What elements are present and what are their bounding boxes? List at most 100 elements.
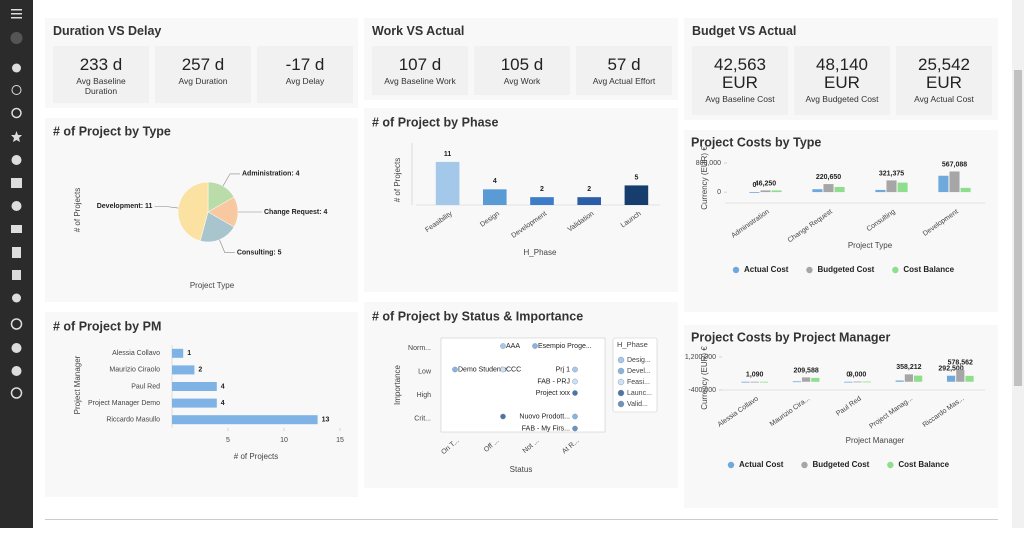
- bar: [946, 375, 956, 382]
- bar: [172, 398, 217, 408]
- data-label: 0: [752, 182, 756, 189]
- scroll-thumb[interactable]: [1014, 70, 1022, 386]
- scatter-point: [572, 366, 578, 373]
- y-tick-label: High: [417, 392, 432, 399]
- x-tick-label: Change Request: [787, 208, 834, 244]
- scatter-point: [572, 378, 578, 385]
- chart-title: Project Costs by Project Manager: [691, 330, 891, 344]
- point-label: FAB - PRJ: [537, 378, 570, 385]
- leader-line: [219, 239, 235, 253]
- pie-slice: [199, 211, 235, 243]
- scatter-point: [500, 366, 506, 373]
- legend-label: Valid...: [627, 401, 648, 408]
- bar: [792, 381, 801, 383]
- kpi: 105 d Avg Work: [474, 46, 570, 95]
- scrollbar[interactable]: [1012, 0, 1024, 528]
- scatter-point: [572, 390, 578, 396]
- x-tick-label: On T...: [440, 438, 460, 457]
- data-label: 358,212: [896, 364, 921, 371]
- bar: [811, 377, 820, 382]
- bar: [886, 180, 897, 193]
- y-tick-label: 0: [717, 189, 721, 196]
- data-label: 1: [187, 350, 191, 357]
- bar: [172, 415, 318, 425]
- card-title: Duration VS Delay: [53, 24, 162, 38]
- leader-line: [222, 173, 240, 187]
- chart-title: # of Project by Phase: [372, 115, 498, 129]
- legend-marker: [617, 356, 625, 364]
- bar: [812, 189, 823, 193]
- kpi-label: Avg Duration: [178, 76, 228, 86]
- bar: [956, 369, 965, 382]
- point-label: CCC: [506, 366, 521, 373]
- chart-title: # of Project by Status & Importance: [372, 309, 583, 323]
- bar: [577, 197, 601, 205]
- chart-card: [684, 130, 998, 312]
- y-axis-label: Project Manager: [73, 355, 82, 414]
- bar: [862, 381, 871, 383]
- data-label: Administration: 4: [242, 171, 300, 178]
- legend-label: Budgeted Cost: [817, 265, 874, 274]
- bar: [172, 348, 184, 358]
- legend-label: Feasi...: [627, 379, 650, 386]
- kpi-value: 107 d: [398, 55, 442, 74]
- y-tick-label: 1,200,000: [685, 354, 716, 361]
- bar: [741, 381, 750, 383]
- y-axis-label: # of Projects: [73, 188, 82, 232]
- kpi: 257 d Avg Duration: [155, 46, 251, 103]
- pie-slice: [177, 181, 209, 242]
- kpi-card: Duration VS Delay 233 d Avg Baseline Dura…: [45, 18, 358, 108]
- x-tick-label: Not ...: [522, 438, 541, 455]
- x-tick-label: Project Manag...: [868, 395, 914, 430]
- data-label: 11: [444, 151, 452, 158]
- kpi: 233 d Avg Baseline Duration: [53, 46, 149, 103]
- y-tick-label: Norm...: [408, 345, 431, 352]
- x-tick-label: Validation: [567, 210, 596, 233]
- sidebar-icons: [10, 9, 23, 399]
- x-tick-label: Feasibility: [424, 210, 454, 234]
- data-label: 321,375: [879, 170, 904, 177]
- point-label: AAA: [506, 343, 520, 350]
- data-label: 4: [493, 178, 497, 185]
- y-tick-label: Maurizio Ciraolo: [109, 367, 160, 374]
- x-tick-label: Maurizio Cira...: [769, 395, 812, 428]
- kpi-value: 233 d: [79, 55, 123, 74]
- bar: [759, 381, 769, 383]
- data-label: Consulting: 5: [237, 249, 282, 256]
- data-label: 4: [221, 383, 225, 390]
- card-title: Budget VS Actual: [692, 24, 797, 38]
- data-label: 292,500: [938, 366, 963, 373]
- kpi: -17 d Avg Delay: [257, 46, 353, 103]
- x-tick-label: Paul Red: [835, 395, 863, 417]
- y-axis-label: Currency (EUR) €: [700, 146, 709, 210]
- bar: [749, 192, 760, 193]
- point-label: FAB - My Firs...: [522, 425, 570, 432]
- legend-marker: [727, 461, 735, 469]
- data-label: Development: 11: [97, 203, 153, 210]
- y-tick-label: Alessia Collavo: [112, 350, 160, 357]
- kpi-value: 25,542 EUR: [918, 55, 970, 92]
- x-tick-label: Development: [922, 208, 960, 237]
- bar: [965, 375, 974, 382]
- bar: [938, 175, 949, 193]
- legend-label: Cost Balance: [898, 460, 949, 469]
- bar: [624, 185, 649, 205]
- kpi: 42,563 EUR Avg Baseline Cost: [692, 46, 788, 115]
- kpi-value: 105 d: [500, 55, 544, 74]
- leader-line: [154, 205, 179, 209]
- kpi: 25,542 EUR Avg Actual Cost: [896, 46, 992, 115]
- kpi-card: Budget VS Actual 42,563 EUR Avg Baseline …: [684, 18, 998, 120]
- bar: [771, 190, 782, 193]
- x-tick-label: 15: [336, 437, 344, 444]
- kpi-value: 42,563 EUR: [714, 55, 766, 92]
- kpi-label: Avg Actual Effort: [592, 76, 656, 86]
- kpi-label: Avg Budgeted Cost: [805, 94, 879, 104]
- bar: [760, 190, 771, 193]
- x-axis-label: Status: [510, 465, 533, 474]
- kpi: 107 d Avg Baseline Work: [372, 46, 468, 95]
- legend-marker: [617, 378, 625, 386]
- card-title: Work VS Actual: [372, 24, 465, 38]
- x-axis-label: H_Phase: [524, 248, 557, 257]
- kpi-label: Avg Actual Cost: [914, 94, 974, 104]
- y-axis-label: # of Projects: [393, 158, 402, 202]
